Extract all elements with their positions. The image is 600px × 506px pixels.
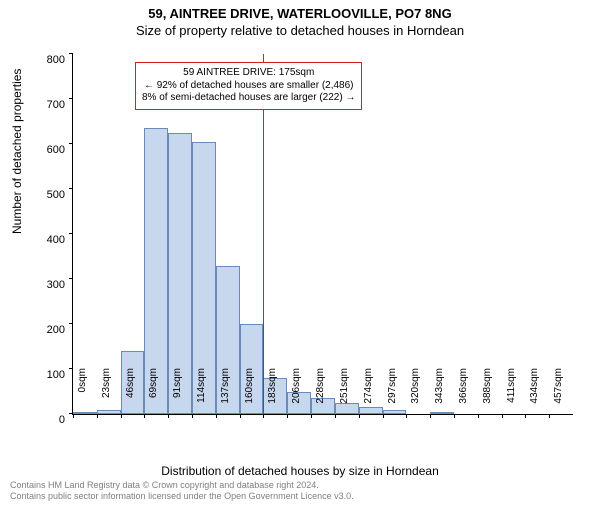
credits-line1: Contains HM Land Registry data © Crown c…	[10, 480, 354, 491]
y-tick-label: 700	[25, 99, 65, 111]
y-tick-mark	[69, 188, 73, 189]
x-tick-label: 320sqm	[410, 368, 421, 418]
x-tick-mark	[97, 414, 98, 418]
x-tick-label: 457sqm	[553, 368, 564, 418]
x-tick-mark	[502, 414, 503, 418]
x-tick-mark	[549, 414, 550, 418]
y-tick-label: 400	[25, 234, 65, 246]
x-tick-label: 228sqm	[315, 368, 326, 418]
x-tick-mark	[192, 414, 193, 418]
x-axis-label: Distribution of detached houses by size …	[0, 464, 600, 478]
x-tick-label: 366sqm	[458, 368, 469, 418]
x-tick-label: 388sqm	[482, 368, 493, 418]
x-tick-mark	[525, 414, 526, 418]
x-tick-mark	[311, 414, 312, 418]
y-tick-mark	[69, 233, 73, 234]
x-tick-mark	[287, 414, 288, 418]
x-tick-label: 23sqm	[101, 368, 112, 418]
x-tick-label: 411sqm	[506, 368, 517, 418]
x-tick-mark	[263, 414, 264, 418]
y-tick-label: 600	[25, 144, 65, 156]
x-tick-label: 137sqm	[220, 368, 231, 418]
x-tick-mark	[383, 414, 384, 418]
x-tick-label: 297sqm	[387, 368, 398, 418]
y-tick-mark	[69, 143, 73, 144]
y-tick-label: 200	[25, 324, 65, 336]
x-tick-label: 46sqm	[125, 368, 136, 418]
x-tick-label: 183sqm	[267, 368, 278, 418]
x-tick-mark	[478, 414, 479, 418]
x-tick-label: 343sqm	[434, 368, 445, 418]
page-subtitle: Size of property relative to detached ho…	[0, 23, 600, 38]
x-tick-mark	[216, 414, 217, 418]
x-tick-label: 91sqm	[172, 368, 183, 418]
x-tick-label: 0sqm	[77, 368, 88, 418]
x-tick-mark	[454, 414, 455, 418]
y-tick-label: 300	[25, 279, 65, 291]
annotation-line: 8% of semi-detached houses are larger (2…	[142, 92, 355, 105]
x-tick-label: 274sqm	[363, 368, 374, 418]
x-tick-label: 69sqm	[148, 368, 159, 418]
x-tick-mark	[335, 414, 336, 418]
y-axis-label: Number of detached properties	[10, 69, 24, 234]
x-tick-mark	[144, 414, 145, 418]
x-tick-mark	[73, 414, 74, 418]
page-title: 59, AINTREE DRIVE, WATERLOOVILLE, PO7 8N…	[0, 6, 600, 21]
y-tick-label: 500	[25, 189, 65, 201]
y-tick-label: 800	[25, 54, 65, 66]
histogram-chart: 01002003004005006007008000sqm23sqm46sqm6…	[72, 54, 572, 414]
y-tick-mark	[69, 98, 73, 99]
y-tick-mark	[69, 368, 73, 369]
y-tick-label: 0	[25, 414, 65, 426]
y-tick-mark	[69, 278, 73, 279]
credits-line2: Contains public sector information licen…	[10, 491, 354, 502]
x-tick-mark	[406, 414, 407, 418]
annotation-line: ← 92% of detached houses are smaller (2,…	[142, 80, 355, 93]
x-tick-mark	[240, 414, 241, 418]
x-tick-label: 206sqm	[291, 368, 302, 418]
annotation-box: 59 AINTREE DRIVE: 175sqm← 92% of detache…	[135, 62, 362, 110]
x-tick-mark	[121, 414, 122, 418]
annotation-line: 59 AINTREE DRIVE: 175sqm	[142, 67, 355, 80]
plot-area: 01002003004005006007008000sqm23sqm46sqm6…	[72, 54, 573, 415]
x-tick-label: 251sqm	[339, 368, 350, 418]
x-tick-label: 434sqm	[529, 368, 540, 418]
x-tick-label: 114sqm	[196, 368, 207, 418]
credits-text: Contains HM Land Registry data © Crown c…	[10, 480, 354, 502]
y-tick-mark	[69, 53, 73, 54]
x-tick-mark	[359, 414, 360, 418]
y-tick-label: 100	[25, 369, 65, 381]
x-tick-mark	[168, 414, 169, 418]
x-tick-mark	[430, 414, 431, 418]
y-tick-mark	[69, 323, 73, 324]
x-tick-label: 160sqm	[244, 368, 255, 418]
